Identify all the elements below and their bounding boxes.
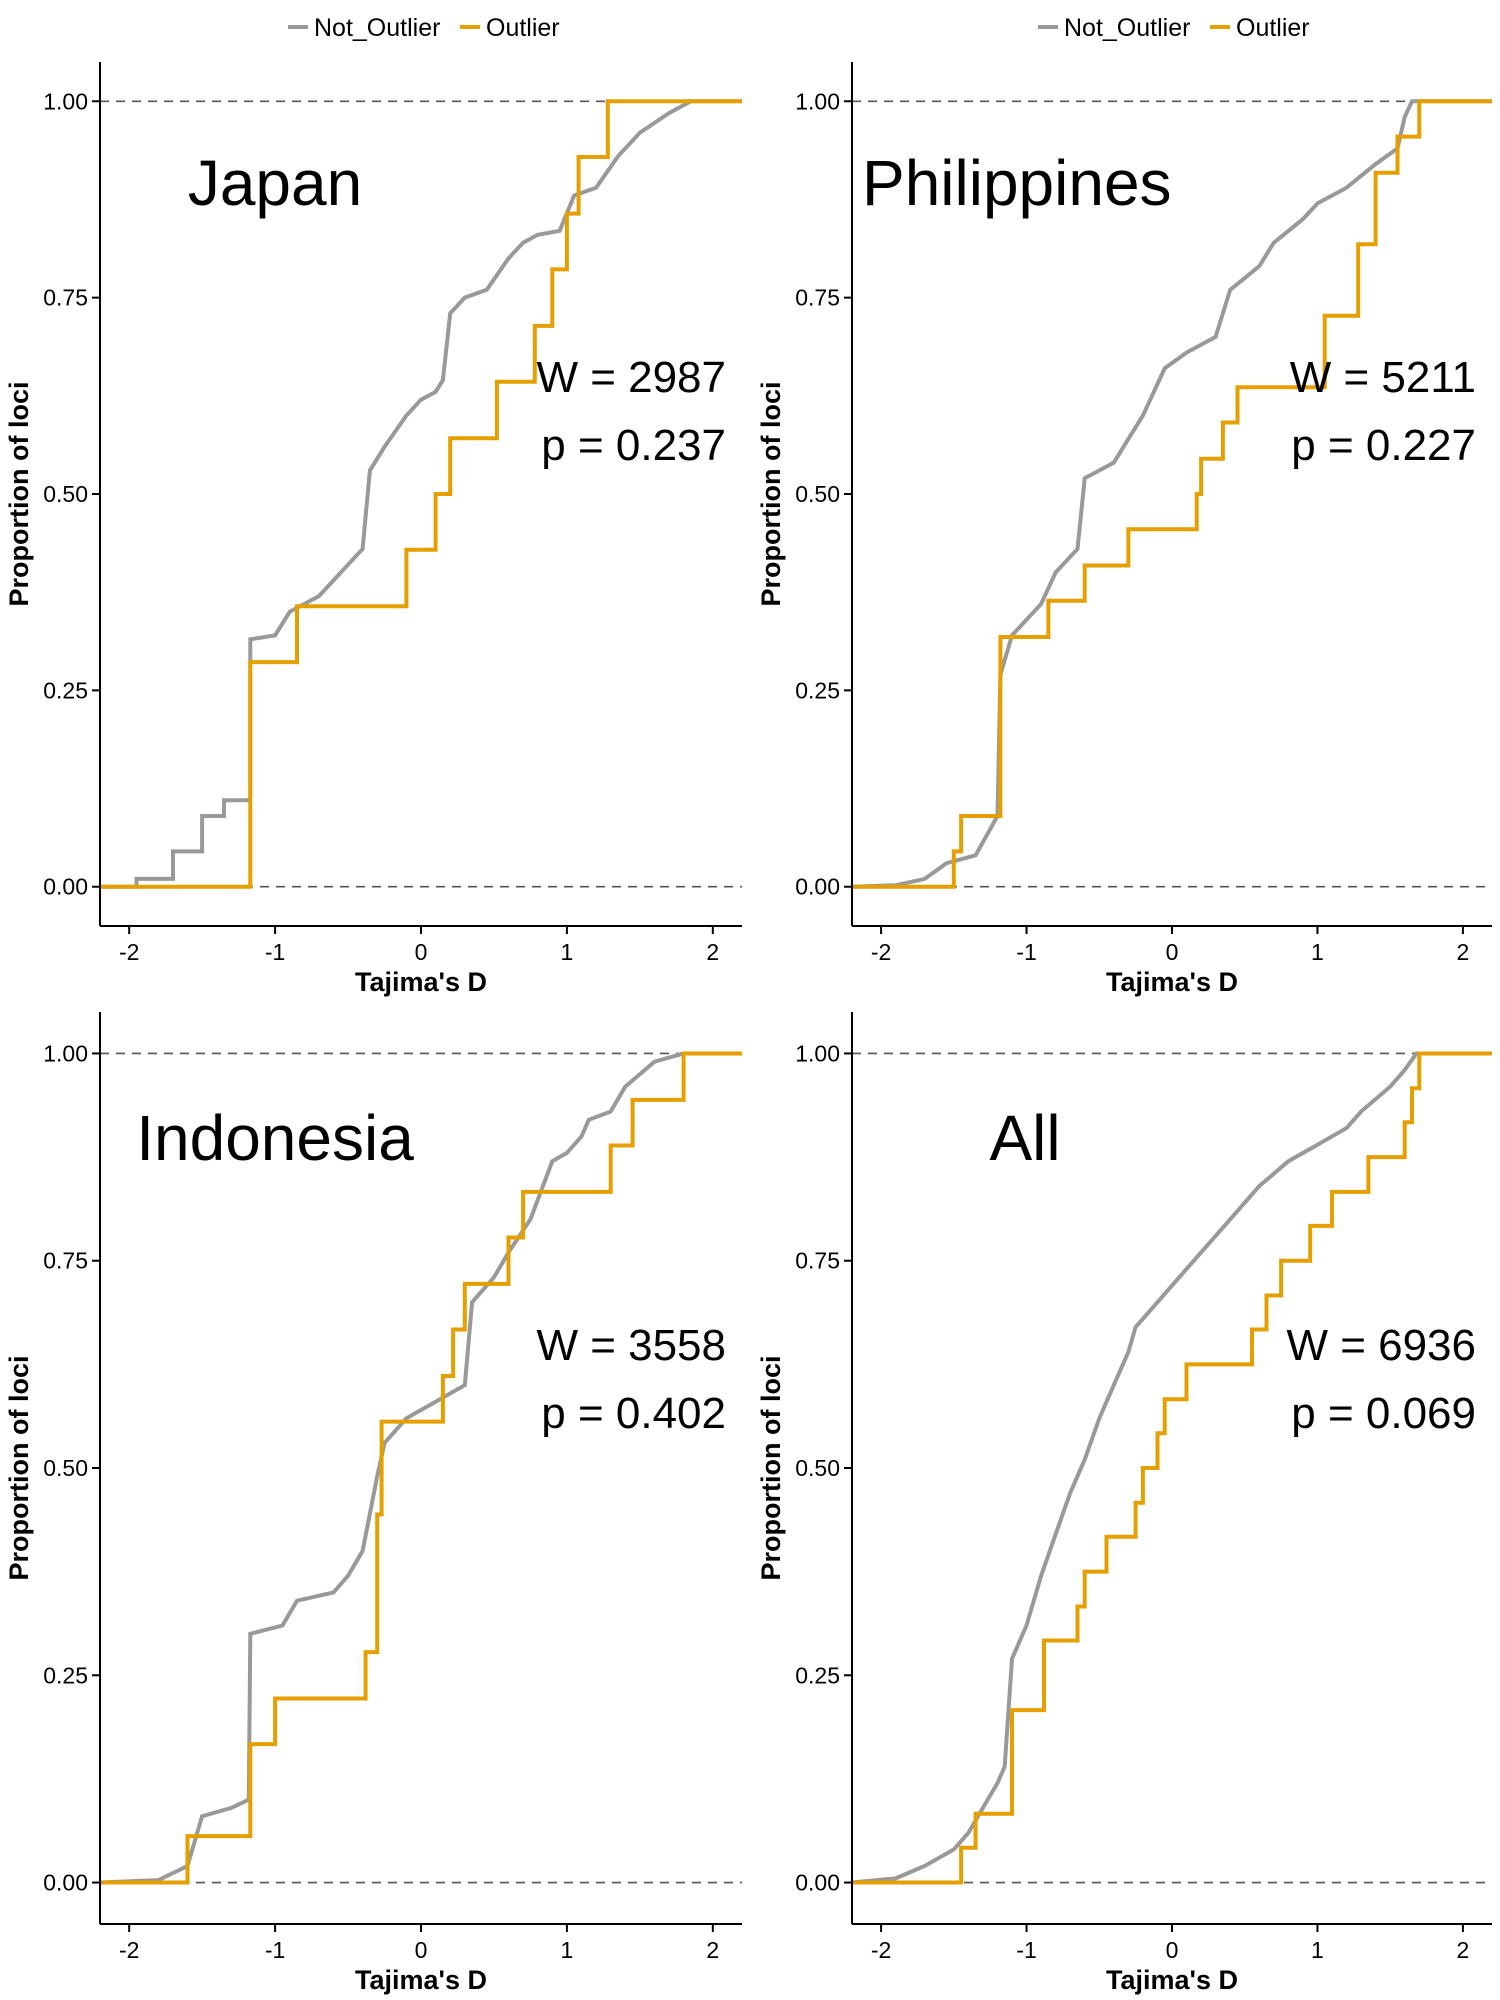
legend-label-not-outlier: Not_Outlier xyxy=(1064,14,1190,42)
y-tick-label: 0.00 xyxy=(795,1870,840,1896)
x-tick-label: 2 xyxy=(706,1937,719,1963)
x-tick-label: -2 xyxy=(119,939,139,965)
series-line-outlier xyxy=(100,1051,742,1885)
series-line-outlier xyxy=(852,99,1492,889)
y-tick-label: 0.75 xyxy=(795,285,840,311)
legend-label-outlier: Outlier xyxy=(486,14,560,42)
y-axis-label: Proportion of loci xyxy=(4,1356,34,1581)
x-axis-label: Tajima's D xyxy=(1106,1965,1238,1995)
y-tick-label: 0.50 xyxy=(43,1455,88,1481)
y-tick-label: 1.00 xyxy=(43,88,88,114)
y-tick-label: 0.00 xyxy=(43,1870,88,1896)
x-axis-label: Tajima's D xyxy=(355,1965,487,1995)
p-value-label: p = 0.069 xyxy=(1291,1389,1476,1438)
series-line-not-outlier xyxy=(851,1051,1492,1885)
series-line-not-outlier xyxy=(99,1051,742,1885)
y-axis-label: Proportion of loci xyxy=(756,1356,786,1581)
statistic-label: W = 2987 xyxy=(536,353,726,402)
legend-top-right: Not_Outlier Outlier xyxy=(1038,14,1310,42)
legend-top-left: Not_Outlier Outlier xyxy=(288,14,560,42)
x-tick-label: 2 xyxy=(1457,939,1470,965)
y-tick-label: 1.00 xyxy=(43,1040,88,1066)
x-tick-label: 0 xyxy=(415,939,428,965)
x-tick-label: -2 xyxy=(119,1937,139,1963)
x-tick-label: 2 xyxy=(1457,1937,1470,1963)
y-tick-label: 0.00 xyxy=(795,874,840,900)
x-tick-label: -1 xyxy=(1016,939,1036,965)
y-tick-label: 0.75 xyxy=(795,1248,840,1274)
y-tick-label: 0.50 xyxy=(795,1455,840,1481)
y-tick-label: 0.75 xyxy=(43,285,88,311)
x-tick-label: -1 xyxy=(1016,1937,1036,1963)
series-line-not-outlier xyxy=(851,99,1492,889)
panel-all: 0.00 0.25 0.50 0.75 1.00 -2 -1 0 1 2 Tajima's D Pro… xyxy=(756,1012,1492,1995)
p-value-label: p = 0.227 xyxy=(1291,421,1476,470)
x-axis-label: Tajima's D xyxy=(1106,967,1238,997)
x-tick-label: 2 xyxy=(706,939,719,965)
y-tick-label: 1.00 xyxy=(795,88,840,114)
x-tick-label: 1 xyxy=(1311,939,1324,965)
y-tick-label: 0.25 xyxy=(43,677,88,703)
statistic-label: W = 6936 xyxy=(1286,1321,1476,1370)
panel-title: Indonesia xyxy=(136,1102,414,1174)
panel-japan: 0.00 0.25 0.50 0.75 1.00 -2 -1 0 1 2 Tajima's D Pro… xyxy=(4,62,742,997)
x-tick-label: 1 xyxy=(561,939,574,965)
x-tick-label: 0 xyxy=(1166,1937,1179,1963)
x-tick-label: 0 xyxy=(1166,939,1179,965)
statistic-label: W = 3558 xyxy=(536,1321,726,1370)
panel-philippines: 0.00 0.25 0.50 0.75 1.00 -2 -1 0 1 2 Tajima's D Pro… xyxy=(756,62,1492,997)
p-value-label: p = 0.402 xyxy=(541,1389,726,1438)
x-tick-label: -2 xyxy=(871,939,891,965)
legend-label-outlier: Outlier xyxy=(1236,14,1310,42)
x-tick-label: -1 xyxy=(265,939,285,965)
series-line-not-outlier xyxy=(100,99,742,889)
y-tick-label: 0.25 xyxy=(795,1662,840,1688)
legend-label-not-outlier: Not_Outlier xyxy=(314,14,440,42)
series-line-outlier xyxy=(852,1051,1492,1885)
x-tick-label: 1 xyxy=(1311,1937,1324,1963)
y-tick-label: 0.00 xyxy=(43,874,88,900)
y-tick-label: 0.25 xyxy=(43,1662,88,1688)
x-axis-label: Tajima's D xyxy=(355,967,487,997)
y-axis-label: Proportion of loci xyxy=(4,382,34,607)
y-axis-label: Proportion of loci xyxy=(756,382,786,607)
x-tick-label: -2 xyxy=(871,1937,891,1963)
statistic-label: W = 5211 xyxy=(1290,353,1476,402)
panel-title: Japan xyxy=(188,147,362,219)
y-tick-label: 0.50 xyxy=(795,481,840,507)
y-tick-label: 0.50 xyxy=(43,481,88,507)
panel-title: Philippines xyxy=(862,147,1172,219)
p-value-label: p = 0.237 xyxy=(541,421,726,470)
x-tick-label: 0 xyxy=(415,1937,428,1963)
series-line-outlier xyxy=(100,99,742,889)
y-tick-label: 0.75 xyxy=(43,1248,88,1274)
x-tick-label: -1 xyxy=(265,1937,285,1963)
panel-indonesia: 0.00 0.25 0.50 0.75 1.00 -2 -1 0 1 2 Tajima's D Pro… xyxy=(4,1012,742,1995)
panel-title: All xyxy=(989,1102,1060,1174)
y-tick-label: 1.00 xyxy=(795,1040,840,1066)
y-tick-label: 0.25 xyxy=(795,677,840,703)
x-tick-label: 1 xyxy=(561,1937,574,1963)
